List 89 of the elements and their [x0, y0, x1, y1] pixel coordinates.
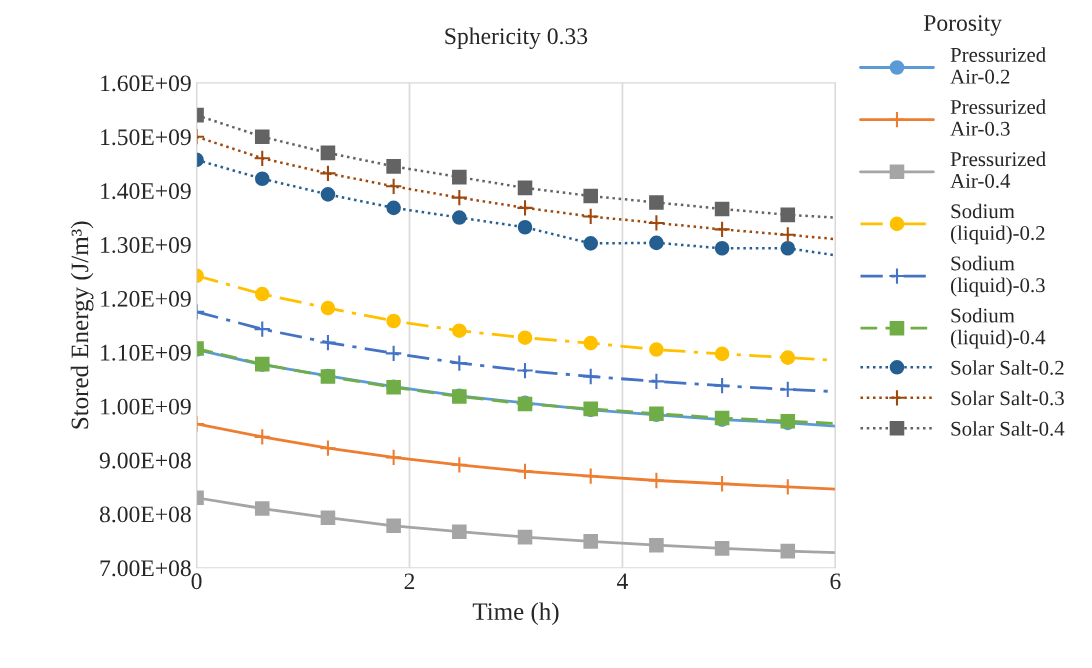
point — [517, 219, 533, 235]
point — [253, 149, 271, 167]
point — [780, 543, 796, 559]
point — [583, 236, 598, 251]
point — [319, 439, 337, 457]
y-tick-label: 1.20E+09 — [101, 290, 191, 307]
y-tick-label: 8.00E+08 — [99, 506, 191, 523]
point — [517, 180, 533, 196]
legend-label: Pressurized Air-0.3 — [950, 99, 1046, 136]
x-tick-label: 0 — [191, 573, 202, 590]
point — [714, 541, 730, 556]
legend-label: Sodium (liquid)-0.3 — [951, 255, 1045, 297]
legend-title: Porosity — [923, 15, 1002, 36]
point — [714, 346, 730, 362]
point — [583, 188, 598, 204]
point — [320, 187, 336, 202]
point — [649, 342, 664, 357]
point — [452, 169, 467, 185]
point — [779, 380, 797, 399]
point — [582, 207, 600, 226]
point — [386, 159, 401, 174]
point — [384, 448, 403, 467]
point — [647, 214, 666, 232]
x-axis-title: Time (h) — [472, 602, 559, 626]
point — [253, 428, 271, 446]
point — [516, 361, 534, 380]
y-tick-label: 1.60E+09 — [101, 75, 191, 92]
y-tick-label: 1.10E+09 — [101, 344, 191, 361]
legend-label: Pressurized Air-0.4 — [950, 151, 1046, 189]
point — [386, 200, 401, 216]
legend-label: Solar Salt-0.2 — [951, 360, 1064, 375]
y-tick-label: 1.30E+09 — [101, 236, 191, 254]
point — [649, 537, 664, 553]
point — [319, 333, 337, 352]
point — [254, 501, 270, 516]
point — [319, 164, 337, 183]
point — [386, 518, 401, 534]
point — [517, 529, 533, 545]
point — [320, 300, 336, 316]
y-tick-label: 1.40E+09 — [101, 183, 191, 200]
y-axis-title: Stored Energy (J/m³) — [70, 221, 94, 429]
point — [582, 467, 600, 485]
point — [386, 313, 401, 329]
point — [384, 177, 403, 195]
point — [779, 226, 797, 244]
point — [254, 171, 270, 187]
legend-label: Solar Salt-0.4 — [951, 421, 1065, 436]
point — [713, 220, 731, 239]
y-tick-label: 1.00E+09 — [101, 398, 191, 415]
y-tick-label: 1.50E+09 — [101, 129, 191, 146]
point — [649, 235, 664, 251]
point — [450, 354, 469, 372]
point — [780, 207, 796, 223]
point — [384, 344, 403, 363]
chart-title: Sphericity 0.33 — [445, 27, 588, 50]
point — [714, 240, 730, 256]
legend-label: Sodium (liquid)-0.2 — [951, 203, 1045, 245]
legend-label: Sodium (liquid)-0.4 — [951, 307, 1046, 349]
point — [713, 376, 731, 395]
point — [320, 510, 336, 525]
point — [450, 456, 469, 474]
point — [582, 367, 600, 386]
point — [253, 320, 271, 338]
point — [452, 210, 467, 225]
point — [254, 129, 270, 145]
point — [780, 240, 796, 256]
point — [517, 330, 533, 345]
point — [713, 475, 731, 493]
point — [516, 199, 534, 217]
point — [583, 335, 598, 351]
x-tick-label: 6 — [830, 573, 841, 590]
point — [320, 145, 336, 161]
point — [254, 286, 270, 302]
x-tick-label: 2 — [404, 573, 415, 590]
y-tick-label: 7.00E+08 — [100, 560, 191, 577]
point — [649, 195, 664, 210]
point — [583, 534, 598, 549]
y-tick-label: 9.00E+08 — [99, 452, 191, 469]
point — [647, 471, 666, 490]
x-tick-label: 4 — [617, 573, 628, 590]
point — [516, 462, 534, 481]
point — [780, 350, 796, 365]
point — [452, 323, 467, 338]
point — [452, 524, 467, 539]
legend-label: Solar Salt-0.3 — [951, 390, 1064, 406]
point — [647, 372, 666, 391]
point — [450, 188, 469, 207]
legend-label: Pressurized Air-0.2 — [950, 47, 1046, 84]
point — [714, 201, 730, 217]
